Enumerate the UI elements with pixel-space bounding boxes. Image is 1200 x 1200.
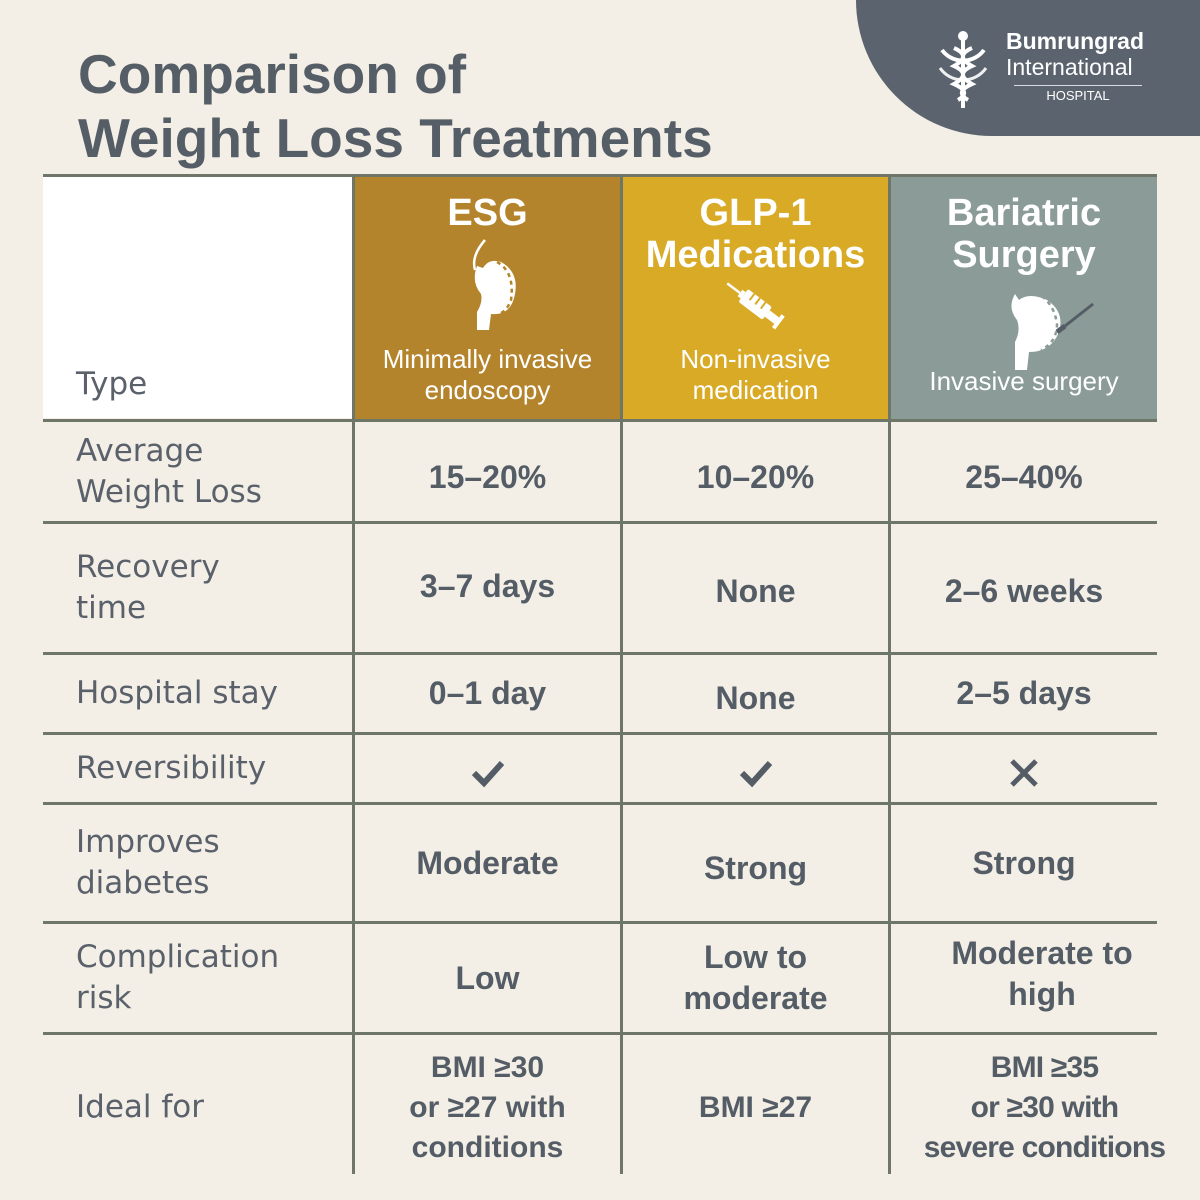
row-label-line: diabetes xyxy=(76,865,210,901)
logo-text: Bumrungrad International HOSPITAL xyxy=(1006,28,1144,106)
subtitle-line: medication xyxy=(692,375,819,405)
logo-subname: International xyxy=(1006,54,1133,80)
row-label-line: Ideal for xyxy=(76,1089,204,1125)
column-subtitle: Non-invasive medication xyxy=(623,344,888,406)
cell-bariatric-reversibility xyxy=(891,735,1157,811)
row-label-line: Reversibility xyxy=(76,750,267,786)
subtitle-line: Invasive surgery xyxy=(929,366,1119,396)
row-label-line: Complication xyxy=(76,939,280,975)
cell-esg-weight-loss: 15–20% xyxy=(428,458,547,495)
grid-line xyxy=(43,174,1157,177)
cell-esg-recovery: 3–7 days xyxy=(419,567,556,604)
column-name-line: ESG xyxy=(447,192,528,234)
column-subtitle: Invasive surgery xyxy=(891,366,1157,397)
check-icon xyxy=(739,760,772,788)
page-title: Comparison of Weight Loss Treatments xyxy=(78,42,838,170)
cell-bariatric-recovery: 2–6 weeks xyxy=(944,572,1104,609)
cell-bariatric-weight-loss: 25–40% xyxy=(965,458,1083,495)
cell-esg-reversibility xyxy=(355,735,620,811)
row-label-complication-risk: Complication risk xyxy=(76,924,346,1032)
grid-line xyxy=(43,1032,1157,1035)
row-label-ideal-for: Ideal for xyxy=(76,1035,346,1180)
grid-line xyxy=(43,802,1157,805)
cell-glp1-hospital-stay: None xyxy=(715,679,796,716)
row-label-recovery-time: Recovery time xyxy=(76,524,346,652)
title-line-2: Weight Loss Treatments xyxy=(78,107,713,169)
cell-esg-hospital-stay: 0–1 day xyxy=(428,675,547,711)
row-label-line: Recovery xyxy=(76,549,220,585)
row-label-hospital-stay: Hospital stay xyxy=(76,655,346,732)
cell-esg-ideal-for: BMI ≥30 or ≥27 with conditions xyxy=(355,1035,620,1180)
column-header-bariatric: Bariatric Surgery Invasive surgery xyxy=(891,176,1157,420)
stomach-surgery-icon xyxy=(1011,288,1094,370)
grid-line xyxy=(620,174,623,1174)
cell-line: high xyxy=(1008,976,1076,1012)
check-icon xyxy=(471,760,504,788)
cell-glp1-ideal-for: BMI ≥27 xyxy=(698,1090,813,1124)
cell-line: conditions xyxy=(411,1130,564,1164)
cell-line: moderate xyxy=(683,980,828,1016)
cell-glp1-recovery: None xyxy=(715,572,796,609)
grid-line xyxy=(43,419,1157,422)
column-name-line: GLP-1 xyxy=(699,192,812,234)
title-line-1: Comparison of xyxy=(78,43,467,105)
grid-line xyxy=(43,921,1157,924)
subtitle-line: Non-invasive xyxy=(680,344,831,374)
cell-line: or ≥27 with xyxy=(409,1090,566,1124)
row-label-line: Weight Loss xyxy=(76,473,262,510)
subtitle-line: endoscopy xyxy=(424,375,551,405)
column-name-line: Medications xyxy=(645,234,866,276)
grid-line xyxy=(888,174,891,1174)
cell-glp1-weight-loss: 10–20% xyxy=(696,458,815,495)
grid-line xyxy=(352,174,355,1174)
row-label-line: Average xyxy=(76,432,204,469)
column-header-glp1: GLP-1 Medications Non-invasive medicatio… xyxy=(623,176,888,420)
cell-line: or ≥30 with xyxy=(970,1090,1120,1124)
logo-hospital: HOSPITAL xyxy=(1046,88,1110,103)
cell-esg-diabetes: Moderate xyxy=(416,844,559,881)
cell-bariatric-complication: Moderate to high xyxy=(891,924,1197,1024)
cell-glp1-complication: Low to moderate xyxy=(623,924,888,1032)
row-label-line: risk xyxy=(76,980,132,1016)
cell-glp1-reversibility xyxy=(623,735,888,811)
row-label-line: Improves xyxy=(76,824,220,860)
row-label-improves-diabetes: Improves diabetes xyxy=(76,805,346,921)
cell-bariatric-ideal-for: BMI ≥35 or ≥30 with severe conditions xyxy=(891,1035,1198,1180)
stomach-sleeve-icon xyxy=(472,239,516,330)
column-name: GLP-1 Medications xyxy=(623,192,888,276)
cell-line: Low to xyxy=(703,939,808,975)
column-name-line: Surgery xyxy=(952,234,1096,276)
grid-line xyxy=(43,521,1157,524)
cell-line: severe conditions xyxy=(923,1130,1166,1164)
column-name-line: Bariatric xyxy=(946,192,1102,234)
cell-glp1-diabetes: Strong xyxy=(703,849,808,886)
cell-bariatric-diabetes: Strong xyxy=(972,844,1076,881)
cell-line: Moderate to xyxy=(951,935,1133,971)
column-subtitle: Minimally invasive endoscopy xyxy=(355,344,620,406)
column-name: Bariatric Surgery xyxy=(891,192,1157,276)
row-label-line: Hospital stay xyxy=(76,675,278,711)
column-header-esg: ESG Minimally invasive endoscopy xyxy=(355,176,620,420)
column-name: ESG xyxy=(355,192,620,234)
grid-line xyxy=(43,652,1157,655)
row-label-reversibility: Reversibility xyxy=(76,735,346,802)
row-label-weight-loss: Average Weight Loss xyxy=(76,422,346,521)
grid-line xyxy=(43,732,1157,735)
cell-bariatric-hospital-stay: 2–5 days xyxy=(956,675,1092,711)
cross-icon xyxy=(1010,759,1038,787)
row-label-line: time xyxy=(76,590,147,626)
subtitle-line: Minimally invasive xyxy=(382,344,593,374)
header-blank-cell xyxy=(43,176,353,418)
cell-line: BMI ≥35 xyxy=(990,1050,1099,1084)
cell-line: BMI ≥30 xyxy=(430,1050,545,1084)
caduceus-logo-icon xyxy=(938,31,988,108)
type-label: Type xyxy=(76,365,148,402)
syringe-icon xyxy=(726,282,785,330)
logo-name: Bumrungrad xyxy=(1006,28,1144,54)
cell-esg-complication: Low xyxy=(455,959,520,996)
logo-divider xyxy=(1014,85,1142,86)
